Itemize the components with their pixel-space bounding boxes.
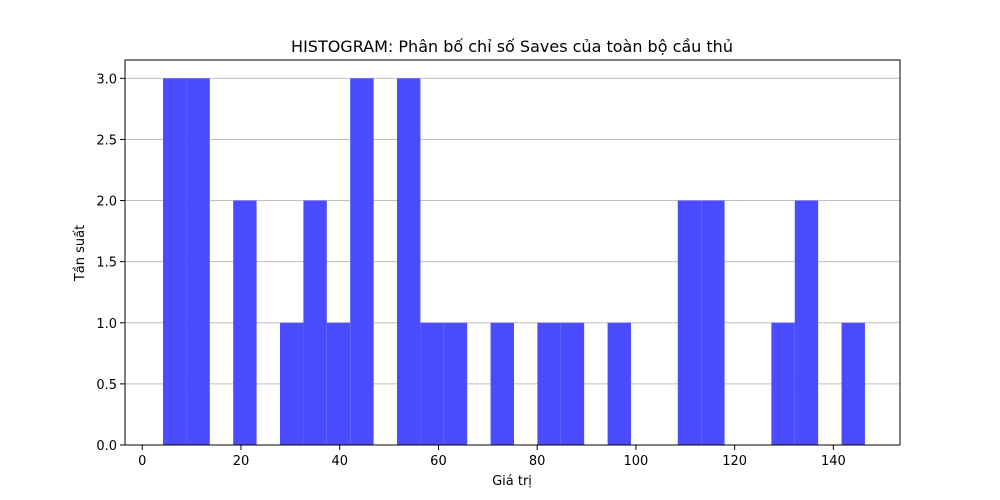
x-tick-label: 60 — [430, 454, 447, 469]
y-tick-label: 0.5 — [96, 378, 117, 393]
x-tick-label: 0 — [138, 454, 146, 469]
x-tick-label: 40 — [331, 454, 348, 469]
histogram-bar — [560, 322, 585, 445]
histogram-bar — [280, 322, 304, 445]
histogram-bar — [677, 200, 702, 445]
histogram-bar — [701, 200, 725, 445]
histogram-bar — [303, 200, 327, 445]
histogram-bar — [350, 78, 374, 445]
axes — [124, 59, 901, 446]
histogram-bar — [396, 78, 421, 445]
x-tick-label: 140 — [821, 454, 846, 469]
chart-title: HISTOGRAM: Phân bố chỉ số Saves của toàn… — [291, 37, 733, 56]
histogram-bar — [794, 200, 819, 445]
x-tick-label: 100 — [623, 454, 648, 469]
y-tick-label: 2.5 — [96, 133, 117, 148]
histogram-bar — [233, 200, 257, 445]
histogram-bar — [186, 78, 210, 445]
histogram-bar — [326, 322, 351, 445]
x-tick-label: 80 — [529, 454, 546, 469]
x-tick-label: 20 — [233, 454, 250, 469]
x-axis-label: Giá trị — [492, 474, 532, 489]
y-axis-ticks: 0.0 0.5 1.0 1.5 2.0 2.5 3.0 — [96, 72, 125, 454]
y-tick-label: 2.0 — [96, 195, 117, 210]
y-tick-label: 1.0 — [96, 317, 117, 332]
histogram-bar — [771, 322, 795, 445]
histogram-bar — [490, 322, 514, 445]
histogram-bar — [841, 322, 865, 445]
x-axis-ticks: 0 20 40 60 80 100 120 140 — [138, 445, 846, 469]
histogram-bar — [163, 78, 187, 445]
histogram-bar — [537, 322, 561, 445]
y-tick-label: 0.0 — [96, 439, 117, 454]
bars — [163, 78, 865, 445]
y-tick-label: 1.5 — [96, 256, 117, 271]
histogram-bar — [443, 322, 468, 445]
histogram-bar — [607, 322, 631, 445]
y-tick-label: 3.0 — [96, 72, 117, 87]
y-axis-label: Tần suất — [73, 225, 88, 282]
histogram-bar — [420, 322, 444, 445]
plot-frame — [124, 59, 901, 446]
x-tick-label: 120 — [722, 454, 747, 469]
